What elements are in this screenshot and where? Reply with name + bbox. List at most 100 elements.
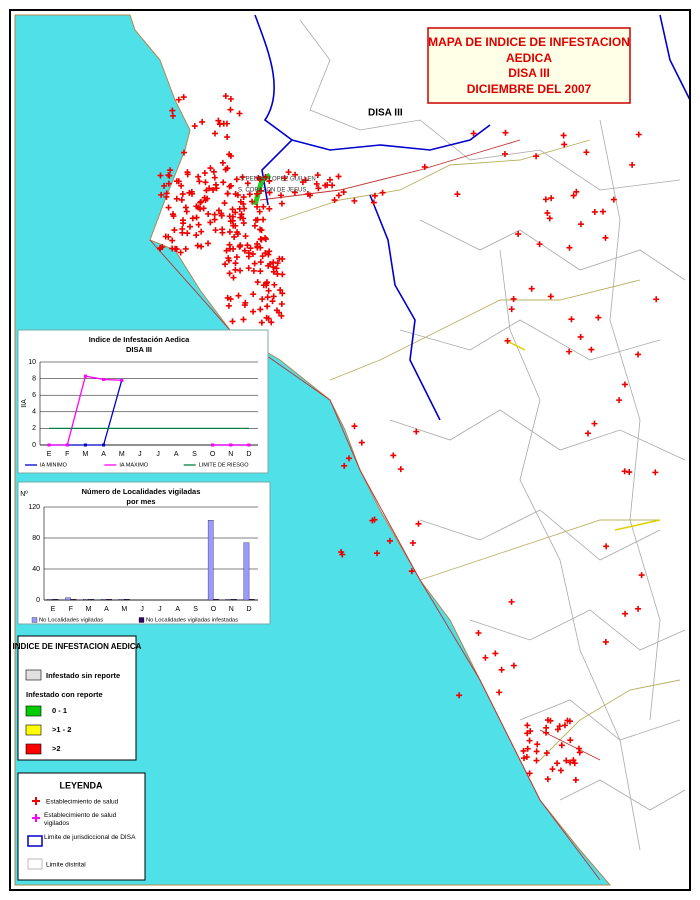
facility (324, 182, 331, 189)
facility (225, 257, 232, 264)
facility (159, 244, 166, 251)
facility (258, 319, 265, 326)
facility (265, 287, 272, 294)
facility (557, 767, 564, 774)
facility (520, 747, 527, 754)
facility (326, 176, 333, 183)
facility (237, 267, 244, 274)
facility (523, 754, 530, 761)
facility (233, 176, 240, 183)
legend-label: 0 - 1 (52, 706, 67, 715)
facility (635, 131, 642, 138)
facility (591, 420, 598, 427)
district-line (519, 699, 681, 741)
facility (220, 179, 227, 186)
facility (244, 242, 251, 249)
legend-label: Limite distrital (46, 862, 86, 869)
facility (260, 216, 267, 223)
facility (621, 381, 628, 388)
facility (256, 208, 263, 215)
district-line (559, 779, 686, 811)
facility (205, 210, 212, 217)
legend-symbol (32, 814, 40, 822)
index-legend: INDICE DE INFESTACION AEDICA Infestado s… (13, 635, 142, 761)
chart-subtitle: por mes (126, 497, 155, 506)
x-tick-label: M (82, 451, 88, 458)
facility (510, 662, 517, 669)
facility (226, 151, 233, 158)
health-facilities (157, 93, 660, 783)
facility (560, 132, 567, 139)
facility (269, 298, 276, 305)
facility (502, 129, 509, 136)
facility (508, 598, 515, 605)
facility (482, 654, 489, 661)
facility (524, 722, 531, 729)
facility (652, 469, 659, 476)
legend-label: Infestado sin reporte (46, 671, 120, 680)
bar (52, 599, 59, 601)
series-marker (120, 378, 124, 382)
facility (331, 197, 338, 204)
facility (504, 337, 511, 344)
facility (278, 200, 285, 207)
facility (338, 549, 345, 556)
facility (390, 452, 397, 459)
bar (70, 599, 77, 601)
facility (210, 168, 217, 175)
facility (230, 222, 237, 229)
facility (526, 737, 533, 744)
facility (254, 190, 261, 197)
chart-title: Número de Localidades vigiladas (82, 487, 201, 496)
facility (616, 397, 623, 404)
facility (196, 178, 203, 185)
y-tick-label: 2 (32, 425, 36, 432)
facility (211, 211, 218, 218)
legend-label: LIMITE DE RIESGO (199, 462, 250, 468)
facility (222, 166, 229, 173)
facility (281, 175, 288, 182)
legend-symbol (27, 835, 43, 847)
x-tick-label: D (247, 606, 252, 613)
facility (239, 174, 246, 181)
y-tick-label: 10 (28, 359, 36, 366)
title-line: DICIEMBRE DEL 2007 (467, 82, 592, 96)
facility (554, 760, 561, 767)
legend-title: LEYENDA (59, 780, 103, 790)
y-tick-label: 0 (36, 597, 40, 604)
legend-label: Establecimiento de salud vigilados (44, 812, 117, 827)
x-tick-label: F (65, 451, 69, 458)
facility (170, 211, 177, 218)
facility (258, 187, 265, 194)
bar (88, 599, 95, 601)
facility (250, 308, 257, 315)
facility (554, 726, 561, 733)
x-tick-label: O (210, 451, 216, 458)
facility (262, 234, 269, 241)
facility (157, 172, 164, 179)
bar (213, 599, 219, 601)
facility (573, 188, 580, 195)
road (539, 729, 601, 761)
facility (501, 150, 508, 157)
facility (212, 130, 218, 137)
facility (408, 568, 415, 575)
facility (233, 254, 240, 261)
facility (184, 171, 191, 178)
x-tick-label: A (175, 606, 180, 613)
facility (218, 210, 225, 217)
x-tick-label: N (228, 451, 233, 458)
facility (260, 282, 267, 289)
facility (175, 96, 182, 103)
facility (186, 223, 193, 230)
facility (165, 204, 172, 211)
facility (570, 757, 577, 764)
facility (237, 214, 244, 221)
legend-label: Limite de jurisdiccional de DISA (44, 834, 136, 841)
facility (264, 294, 271, 301)
facility (180, 220, 187, 227)
facility (543, 750, 550, 757)
facility (178, 182, 185, 189)
facility (570, 192, 577, 199)
